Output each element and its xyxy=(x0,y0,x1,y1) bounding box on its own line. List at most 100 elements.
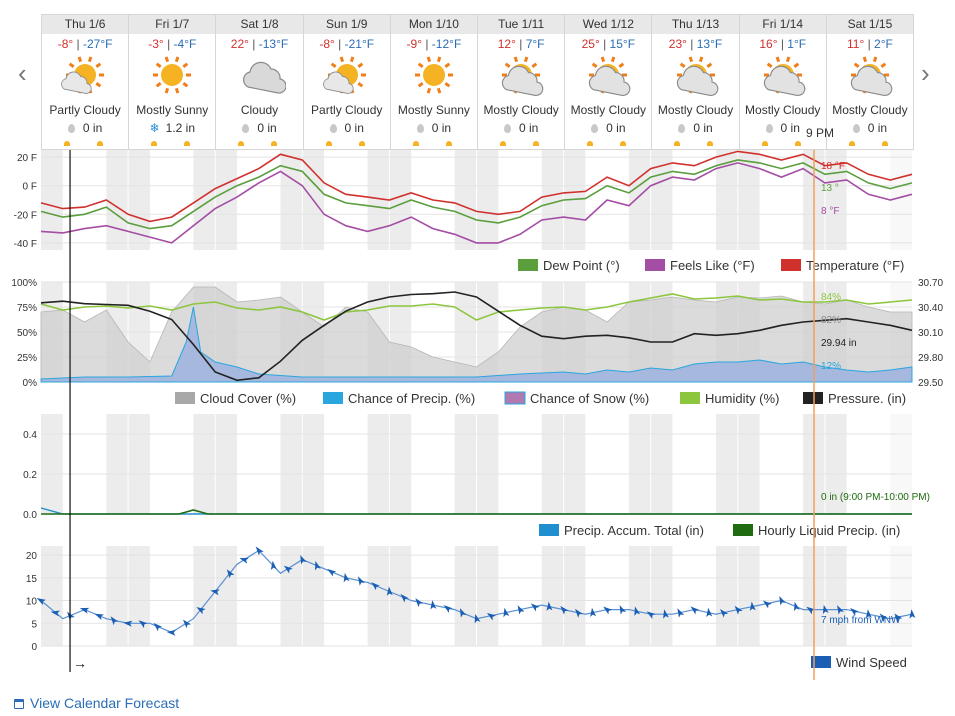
low-temp: 13°F xyxy=(696,37,723,51)
wind-arrow-icon xyxy=(50,610,60,617)
sun-markers xyxy=(216,141,302,147)
legend-swatch xyxy=(323,392,343,404)
wind-arrow-icon xyxy=(315,560,321,571)
day-column[interactable]: Sat 1/8 22° | -13°F Cloudy 0 in xyxy=(216,15,304,149)
day-column[interactable]: Thu 1/6 -8° | -27°F Partly Cloudy 0 in xyxy=(42,15,130,149)
wind-arrow-icon xyxy=(486,612,496,621)
view-calendar-forecast-link[interactable]: View Calendar Forecast xyxy=(14,695,179,711)
legend-label: Wind Speed xyxy=(836,655,907,670)
cursor-readout: 29.94 in xyxy=(821,338,857,349)
high-temp: 11° xyxy=(846,37,865,51)
cursor-readout: 12% xyxy=(821,361,841,372)
sunrise-icon xyxy=(64,141,70,146)
legend-label: Hourly Liquid Precip. (in) xyxy=(758,523,900,538)
panel-background xyxy=(41,150,912,250)
wind-arrow-icon xyxy=(153,622,163,632)
day-name: Fri 1/14 xyxy=(739,15,826,34)
sunrise-icon xyxy=(587,141,594,146)
wind-arrow-icon xyxy=(415,598,424,608)
precip-amount: 0 in xyxy=(780,121,800,135)
precip-amount: 0 in xyxy=(257,121,277,135)
condition-label: Mostly Cloudy xyxy=(483,103,559,117)
sunrise-icon xyxy=(848,141,855,146)
hourly-liquid-line xyxy=(41,509,912,515)
high-temp: -8° xyxy=(57,37,74,51)
wind-arrow-icon xyxy=(734,605,743,615)
sunrise-icon xyxy=(500,141,507,146)
y-tick-label: 0.4 xyxy=(23,430,37,441)
day-name: Fri 1/7 xyxy=(129,15,216,34)
day-column[interactable]: Thu 1/13 23° | 13°F Mostly Cloudy 0 in xyxy=(652,15,740,149)
condition-label: Mostly Sunny xyxy=(397,103,470,117)
condition-label: Mostly Cloudy xyxy=(832,103,908,117)
raindrop-icon xyxy=(416,124,424,133)
low-temp: 1°F xyxy=(787,37,807,51)
temp-separator: | xyxy=(777,37,788,51)
wind-arrow-icon xyxy=(590,607,597,618)
low-temp: 15°F xyxy=(609,37,636,51)
sunset-icon xyxy=(794,141,801,146)
wind-arrow-icon xyxy=(255,546,264,556)
raindrop-icon xyxy=(503,124,511,133)
night-band xyxy=(41,546,63,646)
high-temp: 23° xyxy=(668,37,687,51)
wind-arrow-icon xyxy=(79,607,90,614)
y-tick-label: 20 F xyxy=(17,153,37,164)
day-column[interactable]: Fri 1/7 -3° | -4°F Mostly Sunny ❄ 1.2 in xyxy=(129,15,217,149)
y-tick-label: 0.2 xyxy=(23,470,37,481)
day-band xyxy=(890,546,912,646)
wind-arrow-icon xyxy=(560,605,569,615)
next-arrow-button[interactable]: › xyxy=(921,58,930,89)
legend-label: Precip. Accum. Total (in) xyxy=(564,523,704,538)
condition-label: Mostly Cloudy xyxy=(657,103,734,117)
precip-amount: 0 in xyxy=(82,121,103,135)
cursor-readout: 0 in (9:00 PM-10:00 PM) xyxy=(821,492,930,503)
day-column[interactable]: Sat 1/15 11° | 2°F Mostly Cloudy 0 in xyxy=(826,15,914,149)
series-line-temperature xyxy=(40,150,913,223)
wind-direction-arrows xyxy=(36,546,916,636)
wind-arrow-icon xyxy=(430,600,437,610)
wind-arrow-icon xyxy=(443,605,453,613)
cursor-readout: 18 °F xyxy=(821,161,845,172)
day-column[interactable]: Wed 1/12 25° | 15°F Mostly Cloudy 0 in xyxy=(565,15,653,149)
wind-arrow-icon xyxy=(663,609,669,619)
wind-arrow-icon xyxy=(894,613,903,623)
sunrise-icon xyxy=(412,141,419,146)
y-tick-label: -20 F xyxy=(14,210,37,221)
temp-separator: | xyxy=(73,37,83,51)
temp-separator: | xyxy=(248,37,259,51)
day-name: Thu 1/13 xyxy=(652,15,739,34)
chevron-left-icon: ‹ xyxy=(18,58,27,88)
wind-arrow-icon xyxy=(517,605,525,615)
wind-arrow-icon xyxy=(530,603,540,612)
sun-markers xyxy=(827,141,913,147)
sun-markers xyxy=(129,141,215,147)
precip-amount: 0 in xyxy=(518,121,539,135)
condition-label: Cloudy xyxy=(240,103,279,117)
sunrise-icon xyxy=(151,141,158,146)
y-tick-label: 0 xyxy=(31,642,37,653)
cursor-readout: 13 ° xyxy=(821,183,839,194)
low-temp: -12°F xyxy=(431,37,462,51)
low-temp: 2°F xyxy=(874,37,893,51)
prev-arrow-button[interactable]: ‹ xyxy=(18,58,27,89)
y-tick-label: 0 F xyxy=(23,182,37,193)
day-column[interactable]: Tue 1/11 12° | 7°F Mostly Cloudy 0 in xyxy=(478,15,566,149)
temp-separator: | xyxy=(163,37,174,51)
condition-label: Partly Cloudy xyxy=(311,103,383,117)
legend-swatch xyxy=(781,259,801,271)
high-temp: 25° xyxy=(581,37,600,51)
day-band xyxy=(890,414,912,514)
day-column[interactable]: Fri 1/14 16° | 1°F Mostly Cloudy 0 in xyxy=(739,15,827,149)
wind-arrow-icon xyxy=(690,606,700,615)
day-column[interactable]: Sun 1/9 -8° | -21°F Partly Cloudy 0 in xyxy=(303,15,391,149)
precip-amount: 0 in xyxy=(344,121,364,135)
wind-arrow-icon xyxy=(357,576,365,586)
partly-cloudy-icon xyxy=(322,56,366,94)
day-column[interactable]: Mon 1/10 -9° | -12°F Mostly Sunny 0 in xyxy=(390,15,479,149)
day-name: Thu 1/6 xyxy=(42,15,129,34)
low-temp: 7°F xyxy=(525,37,545,51)
legend-swatch xyxy=(539,524,559,536)
hourly-forecast-chart[interactable]: 20 F 0 F -20 F -40 F Dew Point (°) Feels Like… xyxy=(0,0,955,690)
y-tick-label: 0.0 xyxy=(23,510,37,521)
